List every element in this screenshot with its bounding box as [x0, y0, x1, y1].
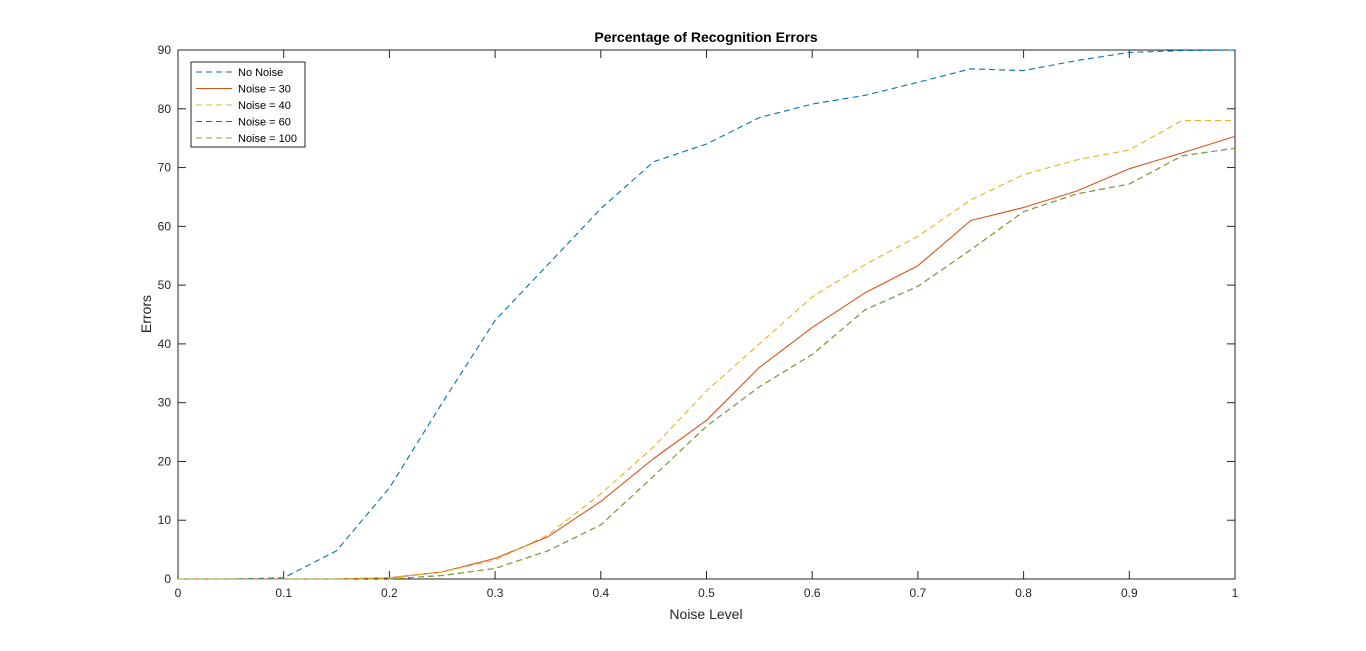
x-tick-label: 0.2 — [381, 586, 398, 600]
y-tick-label: 70 — [158, 161, 172, 175]
x-axis-label: Noise Level — [669, 606, 742, 622]
x-tick-label: 0.8 — [1015, 586, 1032, 600]
y-tick-label: 40 — [158, 337, 172, 351]
series-line-noise-40 — [178, 119, 1235, 580]
y-tick-label: 20 — [158, 454, 172, 468]
x-tick-label: 1 — [1232, 586, 1239, 600]
legend-label-noise-60: Noise = 60 — [238, 117, 291, 129]
y-tick-label: 30 — [158, 396, 172, 410]
x-tick-label: 0.6 — [804, 586, 821, 600]
series-line-no-noise — [178, 49, 1236, 580]
legend: No Noise Noise = 30 Noise = 40 Noise = 60 No… — [190, 61, 306, 148]
legend-label-noise-100: Noise = 100 — [238, 133, 297, 145]
plot-area — [177, 49, 1236, 580]
legend-label-noise-30: Noise = 30 — [238, 84, 291, 96]
x-tick-label: 0.3 — [487, 586, 504, 600]
y-tick-label: 0 — [164, 572, 171, 586]
chart-title: Percentage of Recognition Errors — [594, 29, 817, 45]
series-line-noise-30 — [178, 135, 1236, 580]
axis-ticks: 0 0.1 0.2 0.3 0.4 0.5 0.6 0.7 0.8 0.9 101020304050… — [158, 43, 1239, 600]
legend-label-no-noise: No Noise — [238, 67, 283, 79]
x-tick-label: 0.7 — [910, 586, 927, 600]
x-tick-label: 0.1 — [275, 586, 292, 600]
y-tick-label: 90 — [158, 43, 172, 57]
y-tick-label: 10 — [158, 513, 172, 527]
y-tick-label: 50 — [158, 278, 172, 292]
legend-label-noise-40: Noise = 40 — [238, 100, 291, 112]
y-axis-label: Errors — [138, 295, 154, 333]
x-tick-label: 0.9 — [1121, 586, 1138, 600]
x-tick-label: 0 — [175, 586, 182, 600]
y-tick-label: 80 — [158, 102, 172, 116]
y-tick-label: 60 — [158, 219, 172, 233]
x-tick-label: 0.5 — [698, 586, 715, 600]
series-lines — [178, 49, 1236, 580]
x-tick-label: 0.4 — [592, 586, 609, 600]
